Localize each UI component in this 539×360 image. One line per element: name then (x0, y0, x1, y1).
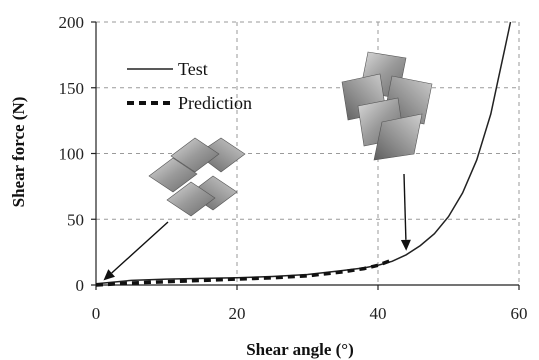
y-tick-label-4: 200 (59, 13, 85, 32)
annotation-arrow-right (400, 173, 411, 251)
y-tick-label-2: 100 (59, 145, 85, 164)
y-tick-label-3: 150 (59, 79, 85, 98)
series-line-test (95, 21, 512, 285)
axes (91, 21, 520, 290)
tick-labels: 0 50 100 150 200 0 20 40 60 (59, 13, 528, 323)
legend-label-test: Test (178, 59, 208, 79)
x-tick-label-0: 0 (92, 304, 101, 323)
legend: Test Prediction (127, 59, 252, 113)
x-tick-label-2: 40 (370, 304, 387, 323)
series-line-prediction (95, 258, 393, 287)
y-tick-label-0: 0 (76, 276, 85, 295)
x-tick-label-1: 20 (229, 304, 246, 323)
series-lines (95, 21, 512, 287)
grid-lines (96, 21, 520, 285)
x-tick-label-3: 60 (511, 304, 528, 323)
unsheared-fabric-illustration (148, 137, 246, 217)
sheared-fabric-illustration (341, 51, 433, 161)
legend-label-prediction: Prediction (178, 93, 252, 113)
annotation-arrow-left (103, 221, 169, 281)
y-tick-label-1: 50 (67, 210, 84, 229)
x-axis-title: Shear angle (°) (246, 340, 354, 359)
y-axis-title: Shear force (N) (9, 97, 28, 208)
